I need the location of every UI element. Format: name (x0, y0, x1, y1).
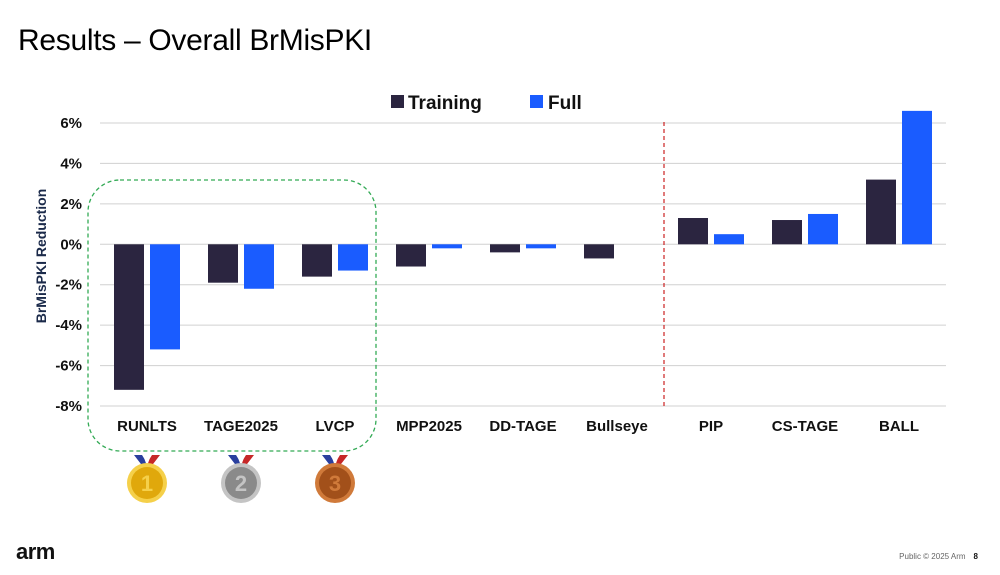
medals: 1 2 3 (127, 455, 355, 503)
medal-number: 3 (329, 471, 341, 496)
bar-full-mpp2025 (432, 244, 462, 249)
bar-full-dd-tage (526, 244, 556, 249)
category-label: TAGE2025 (204, 418, 278, 435)
category-label: DD-TAGE (489, 418, 556, 435)
ribbon-center (237, 455, 245, 466)
highlight-box (87, 179, 377, 452)
category-labels: RUNLTS TAGE2025 LVCP MPP2025 DD-TAGE Bullseye… (117, 418, 919, 435)
ribbon-center (331, 455, 339, 466)
slide-title: Results – Overall BrMisPKI (18, 24, 372, 57)
bar-training-lvcp (302, 244, 332, 277)
bar-full-pip (714, 234, 744, 245)
medal-number: 1 (141, 471, 153, 496)
category-label: BALL (879, 418, 919, 435)
category-label: MPP2025 (396, 418, 462, 435)
category-label: RUNLTS (117, 418, 177, 435)
bar-full-cs-tage (808, 213, 838, 245)
top3-highlight (87, 179, 377, 452)
y-axis-label: BrMisPKI Reduction (33, 189, 49, 324)
medal-1-icon: 1 (127, 455, 167, 503)
y-tick-label: 0% (60, 236, 82, 253)
medal-face (131, 467, 163, 499)
arm-logo: arm (16, 539, 55, 564)
footer: Public © 2025 Arm 8 (899, 552, 978, 561)
bars (114, 110, 932, 390)
legend-swatch-full (530, 95, 543, 108)
medal-2-icon: 2 (221, 455, 261, 503)
grid-lines (100, 122, 946, 407)
category-label: PIP (699, 418, 723, 435)
bar-training-dd-tage (490, 244, 520, 253)
y-tick-label: -8% (55, 398, 82, 415)
y-tick-label: -4% (55, 317, 82, 334)
y-tick-label: -6% (55, 358, 82, 375)
legend-label-full: Full (548, 93, 582, 114)
ribbon-center (143, 455, 151, 466)
medal-face (225, 467, 257, 499)
bar-training-ball (866, 179, 896, 245)
y-tick-label: 4% (60, 155, 82, 172)
category-label: CS-TAGE (772, 418, 838, 435)
page-number: 8 (973, 552, 978, 561)
medal-3-icon: 3 (315, 455, 355, 503)
bar-training-mpp2025 (396, 244, 426, 267)
medal-number: 2 (235, 471, 247, 496)
bar-full-ball (902, 110, 932, 245)
bar-training-tage2025 (208, 244, 238, 283)
bar-training-cs-tage (772, 220, 802, 245)
medal-face (319, 467, 351, 499)
bar-training-bullseye (584, 244, 614, 259)
category-label: Bullseye (586, 418, 648, 435)
bar-full-lvcp (338, 244, 368, 271)
bar-full-runlts (150, 244, 180, 350)
bar-full-tage2025 (244, 244, 274, 289)
y-tick-label: 2% (60, 196, 82, 213)
y-tick-label: 6% (60, 115, 82, 132)
category-label: LVCP (316, 418, 355, 435)
footer-text: Public © 2025 Arm (899, 552, 966, 561)
y-tick-labels: 6% 4% 2% 0% -2% -4% -6% -8% (55, 115, 82, 415)
legend-label-training: Training (408, 93, 482, 114)
y-tick-label: -2% (55, 277, 82, 294)
bar-training-pip (678, 218, 708, 245)
legend-swatch-training (391, 95, 404, 108)
legend: Training Full (391, 93, 582, 114)
bar-training-runlts (114, 244, 144, 390)
